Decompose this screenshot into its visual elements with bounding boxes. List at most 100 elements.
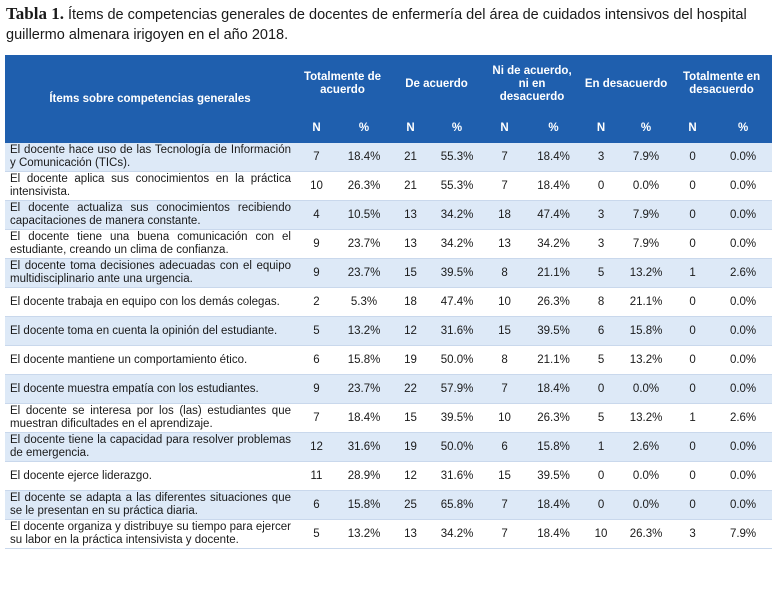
item-cell: El docente ejerce liderazgo. [5,461,295,491]
percent-cell: 0.0% [714,200,773,230]
group-header: Totalmente en desacuerdo [671,55,773,113]
group-header: De acuerdo [390,55,484,113]
count-cell: 7 [483,374,527,404]
count-cell: 0 [581,490,622,520]
percent-cell: 34.2% [431,229,484,259]
count-cell: 3 [671,519,715,549]
count-cell: 15 [483,316,527,346]
count-cell: 2 [295,287,338,317]
percent-cell: 21.1% [621,287,672,317]
count-cell: 0 [671,461,715,491]
percent-cell: 7.9% [621,143,672,172]
percent-cell: 31.6% [338,432,391,462]
table-row: El docente muestra empatía con los estud… [5,374,773,404]
percent-cell: 18.4% [338,403,391,433]
percent-cell: 23.7% [338,374,391,404]
item-cell: El docente tiene una buena comunicación … [5,229,295,259]
pct-header: % [526,113,582,143]
percent-cell: 2.6% [714,258,773,288]
count-cell: 5 [581,345,622,375]
percent-cell: 15.8% [621,316,672,346]
count-cell: 15 [390,258,432,288]
percent-cell: 47.4% [526,200,582,230]
percent-cell: 15.8% [338,490,391,520]
table-row: El docente actualiza sus conocimientos r… [5,200,773,230]
count-cell: 13 [390,519,432,549]
percent-cell: 21.1% [526,345,582,375]
count-cell: 18 [483,200,527,230]
percent-cell: 0.0% [621,461,672,491]
table-row: El docente tiene una buena comunicación … [5,229,773,259]
pct-header: % [338,113,391,143]
percent-cell: 0.0% [714,461,773,491]
count-cell: 19 [390,432,432,462]
item-cell: El docente actualiza sus conocimientos r… [5,200,295,230]
percent-cell: 7.9% [714,519,773,549]
count-cell: 6 [295,345,338,375]
count-cell: 5 [295,519,338,549]
caption-text: Ítems de competencias generales de docen… [6,7,747,43]
count-cell: 8 [483,258,527,288]
percent-cell: 39.5% [526,461,582,491]
item-cell: El docente aplica sus conocimientos en l… [5,171,295,201]
percent-cell: 18.4% [526,143,582,172]
count-cell: 0 [671,316,715,346]
item-cell: El docente toma decisiones adecuadas con… [5,258,295,288]
count-cell: 15 [390,403,432,433]
n-header: N [581,113,622,143]
count-cell: 0 [671,345,715,375]
count-cell: 3 [581,229,622,259]
percent-cell: 34.2% [431,200,484,230]
percent-cell: 28.9% [338,461,391,491]
count-cell: 6 [483,432,527,462]
table-caption: Tabla 1. Ítems de competencias generales… [6,4,771,45]
percent-cell: 23.7% [338,229,391,259]
percent-cell: 2.6% [714,403,773,433]
percent-cell: 0.0% [714,345,773,375]
count-cell: 10 [483,403,527,433]
count-cell: 9 [295,258,338,288]
count-cell: 5 [295,316,338,346]
count-cell: 13 [483,229,527,259]
table-row: El docente se adapta a las diferentes si… [5,490,773,520]
percent-cell: 13.2% [338,316,391,346]
group-header: Ni de acuerdo, ni en desacuerdo [483,55,582,113]
percent-cell: 2.6% [621,432,672,462]
count-cell: 13 [390,200,432,230]
item-cell: El docente organiza y distribuye su tiem… [5,519,295,549]
count-cell: 8 [581,287,622,317]
percent-cell: 26.3% [338,171,391,201]
count-cell: 7 [483,171,527,201]
percent-cell: 47.4% [431,287,484,317]
competencies-table: Ítems sobre competencias generales Total… [5,55,773,549]
count-cell: 19 [390,345,432,375]
count-cell: 1 [581,432,622,462]
count-cell: 1 [671,403,715,433]
percent-cell: 15.8% [338,345,391,375]
percent-cell: 7.9% [621,200,672,230]
count-cell: 0 [581,374,622,404]
count-cell: 10 [581,519,622,549]
pct-header: % [621,113,672,143]
percent-cell: 0.0% [714,229,773,259]
count-cell: 21 [390,143,432,172]
percent-cell: 0.0% [621,374,672,404]
count-cell: 5 [581,403,622,433]
count-cell: 7 [483,490,527,520]
count-cell: 9 [295,229,338,259]
percent-cell: 0.0% [714,143,773,172]
count-cell: 6 [295,490,338,520]
percent-cell: 5.3% [338,287,391,317]
count-cell: 18 [390,287,432,317]
count-cell: 0 [671,432,715,462]
count-cell: 22 [390,374,432,404]
percent-cell: 18.4% [526,171,582,201]
count-cell: 7 [295,143,338,172]
table-row: El docente aplica sus conocimientos en l… [5,171,773,201]
count-cell: 0 [671,287,715,317]
table-row: El docente trabaja en equipo con los dem… [5,287,773,317]
percent-cell: 39.5% [431,258,484,288]
percent-cell: 0.0% [714,171,773,201]
percent-cell: 0.0% [714,316,773,346]
percent-cell: 0.0% [621,171,672,201]
